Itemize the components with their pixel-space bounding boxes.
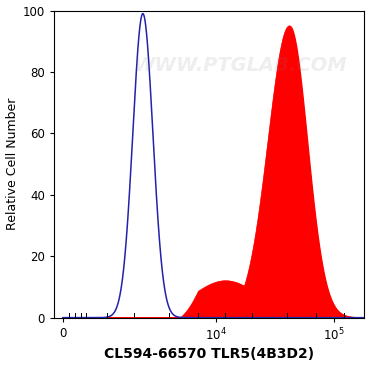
Text: WWW.PTGLAB.COM: WWW.PTGLAB.COM: [134, 56, 347, 75]
Y-axis label: Relative Cell Number: Relative Cell Number: [6, 98, 18, 230]
X-axis label: CL594-66570 TLR5(4B3D2): CL594-66570 TLR5(4B3D2): [104, 348, 314, 361]
